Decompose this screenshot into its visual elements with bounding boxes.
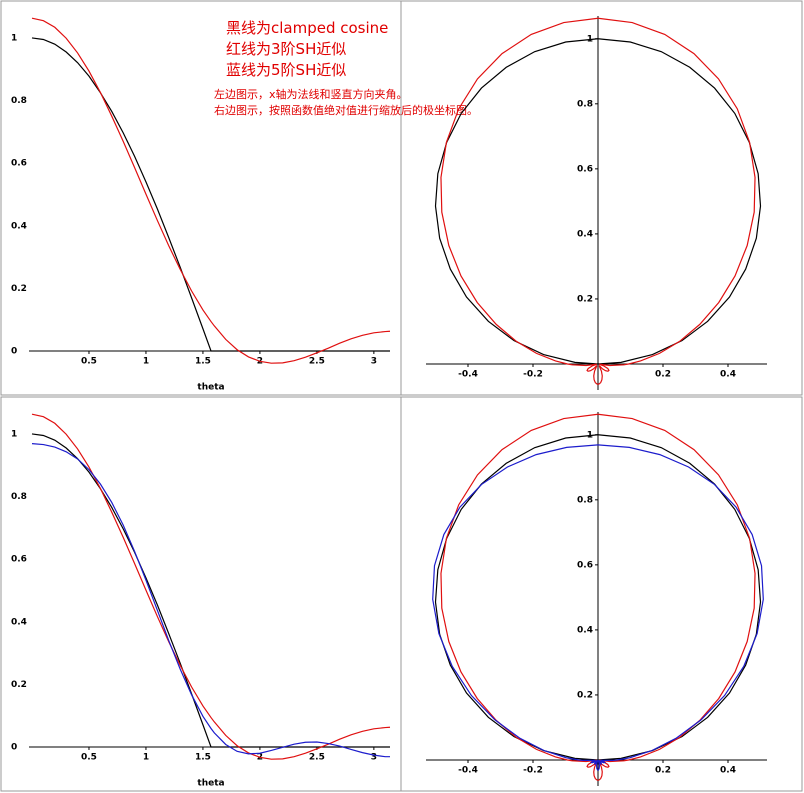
x-tick-label: 0.4 [720,369,736,379]
polar-curve [432,444,599,771]
y-tick-label: 0 [11,346,17,356]
y-tick-label: 0.2 [577,690,593,700]
x-tick-label: -0.2 [523,369,543,379]
x-tick-label: 1 [143,356,149,366]
x-tick-label: 0.2 [655,765,671,775]
panel: -0.4 -0.2 0.2 0.40.20.40.60.81 [400,396,803,792]
annotation: 蓝线为5阶SH近似 [226,61,346,79]
panel-border [400,0,803,396]
y-tick-label: 1 [11,33,17,43]
y-tick-label: 0.8 [11,492,27,502]
x-tick-label: 1.5 [195,752,211,762]
y-tick-label: 0.8 [11,96,27,106]
line-series [31,443,390,758]
panel: 0.5 1 1.5 2 2.5 300.20.40.60.81theta黑线为clampe… [0,0,478,396]
x-tick-label: 3 [371,356,377,366]
x-tick-label: 1.5 [195,356,211,366]
polar-curve [597,17,756,386]
y-tick-label: 0.4 [577,229,593,239]
y-tick-label: 0.4 [577,625,593,635]
polar-curve [597,38,762,365]
annotation: 右边图示，按照函数值绝对值进行缩放后的极坐标图。 [214,103,478,117]
annotation: 黑线为clamped cosine [226,19,388,37]
x-tick-label: -0.4 [458,369,478,379]
polar-curve [597,434,762,761]
polar-curve [434,434,599,761]
y-tick-label: 0.8 [577,495,593,505]
annotation: 左边图示，x轴为法线和竖直方向夹角。 [214,87,408,101]
line-series [31,37,390,352]
x-tick-label: 3 [371,752,377,762]
y-tick-label: 0.6 [11,555,27,565]
y-tick-label: 0 [11,742,17,752]
y-tick-label: 0.4 [11,617,27,627]
y-tick-label: 0.6 [577,164,593,174]
y-tick-label: 0.4 [11,221,27,231]
x-tick-label: 0.4 [720,765,736,775]
x-axis-label: theta [197,383,224,393]
panel: -0.4 -0.2 0.2 0.40.20.40.60.81 [400,0,803,396]
x-tick-label: 0.5 [81,752,97,762]
x-tick-label: 0.5 [81,356,97,366]
x-tick-label: 2.5 [309,752,325,762]
y-tick-label: 0.2 [577,294,593,304]
x-axis-label: theta [197,779,224,789]
x-tick-label: 1 [143,752,149,762]
polar-curve [440,17,599,386]
y-tick-label: 0.6 [577,560,593,570]
y-tick-label: 0.2 [11,284,27,294]
line-series [31,17,391,364]
x-tick-label: 2.5 [309,356,325,366]
polar-curve [597,444,764,771]
y-tick-label: 0.2 [11,680,27,690]
x-tick-label: 0.2 [655,369,671,379]
y-tick-label: 0.8 [577,99,593,109]
polar-curve [434,38,599,365]
polar-curve [597,413,756,782]
polar-curve [440,413,599,782]
panel-border [400,396,803,792]
x-tick-label: -0.2 [523,765,543,775]
panel-border [0,396,402,792]
x-tick-label: -0.4 [458,765,478,775]
line-series [31,433,390,748]
y-tick-label: 1 [11,429,17,439]
y-tick-label: 0.6 [11,159,27,169]
annotation: 红线为3阶SH近似 [226,40,346,58]
